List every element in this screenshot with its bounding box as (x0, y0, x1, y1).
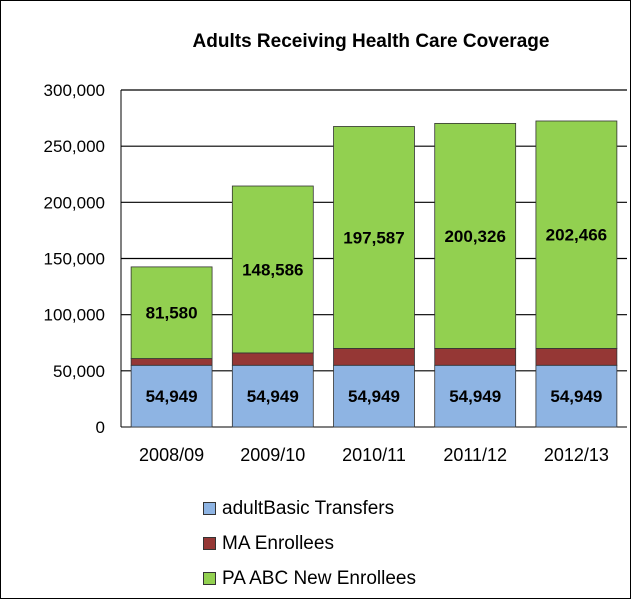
y-tick-label: 0 (96, 418, 105, 437)
bar-pa-abc-new-enrollees (333, 126, 415, 349)
chart-plot: 0 50,000 100,000 150,000 200,000 250,000 300,0… (44, 81, 627, 465)
y-tick-label: 200,000 (44, 193, 105, 212)
bar-pa-abc-new-enrollees (231, 185, 314, 354)
bar-ma-enrollees (231, 352, 314, 366)
bar-pa-abc-new-enrollees (434, 122, 517, 349)
legend-item: PA ABC New Enrollees (203, 561, 416, 596)
x-tick-label: 2008/09 (139, 445, 204, 465)
x-tick-label: 2009/10 (240, 445, 305, 465)
bar-pa-abc-new-enrollees (535, 120, 618, 349)
data-label: 54,949 (550, 387, 602, 406)
data-label: 200,326 (444, 227, 505, 246)
y-tick-label: 100,000 (44, 306, 105, 325)
bar-pa-abc-new-enrollees (130, 266, 213, 359)
data-label: 81,580 (146, 304, 198, 323)
data-label: 148,586 (242, 260, 303, 279)
legend-label: PA ABC New Enrollees (222, 567, 416, 589)
bar-ma-enrollees (434, 348, 517, 366)
bar-ma-enrollees (535, 348, 618, 366)
data-label: 197,587 (343, 228, 404, 247)
y-tick-label: 50,000 (53, 362, 105, 381)
legend-label: adultBasic Transfers (222, 497, 395, 519)
data-label: 202,466 (546, 226, 607, 245)
bar-adultbasic-transfers (434, 364, 517, 428)
x-tick-label: 2010/11 (342, 445, 406, 465)
chart-title: Adults Receiving Health Care Coverage (192, 31, 550, 52)
legend-item: MA Enrollees (203, 526, 416, 561)
y-tick-label: 300,000 (44, 81, 105, 100)
y-tick-label: 250,000 (44, 137, 105, 156)
data-label: 54,949 (247, 387, 299, 406)
legend: adultBasic Transfers MA Enrollees PA ABC N… (203, 491, 416, 596)
data-label: 54,949 (348, 387, 400, 406)
bar-ma-enrollees (333, 348, 415, 366)
legend-item: adultBasic Transfers (203, 491, 416, 526)
bar-ma-enrollees (130, 358, 213, 366)
bar-adultbasic-transfers (333, 364, 415, 428)
x-tick-label: 2011/12 (443, 445, 507, 465)
data-label: 54,949 (146, 387, 198, 406)
legend-label: MA Enrollees (222, 532, 334, 554)
data-label: 54,949 (449, 387, 501, 406)
x-tick-label: 2012/13 (544, 445, 609, 465)
bar-adultbasic-transfers (535, 364, 618, 428)
y-tick-label: 150,000 (44, 250, 105, 269)
legend-swatch (203, 537, 216, 550)
bar-adultbasic-transfers (231, 364, 314, 428)
legend-swatch (203, 572, 216, 585)
legend-swatch (203, 502, 216, 515)
